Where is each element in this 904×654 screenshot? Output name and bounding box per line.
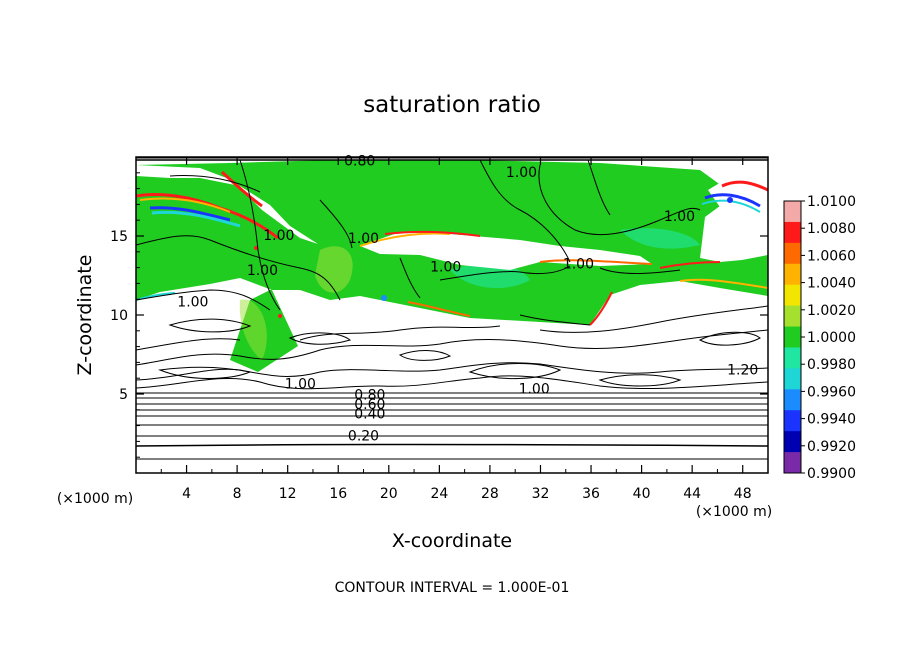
- contour-label: 1.20: [727, 362, 758, 378]
- contour-label: 1.00: [263, 228, 294, 244]
- green-region: [136, 160, 768, 372]
- contour-label: 1.00: [563, 256, 594, 272]
- colorbar: 1.0100 1.0080 1.0060 1.0040 1.0020 1.0000 0.99…: [783, 194, 856, 482]
- x-tick-label: 32: [532, 486, 550, 502]
- colorbar-label: 0.9980: [807, 357, 856, 373]
- colorbar-label: 1.0000: [807, 330, 856, 346]
- colorbar-label: 0.9960: [807, 384, 856, 400]
- x-tick-label: 40: [633, 486, 651, 502]
- contour-label: 1.00: [519, 381, 550, 397]
- contour-label: 0.80: [354, 388, 385, 404]
- colorbar-swatch: [784, 263, 801, 286]
- contour-label: 1.00: [506, 165, 537, 181]
- contour-label: 1.00: [177, 294, 208, 310]
- saturation-field: [136, 157, 768, 473]
- colorbar-swatch: [784, 201, 801, 223]
- x-axis-label: X-coordinate: [392, 530, 512, 552]
- colorbar-swatch: [784, 221, 801, 244]
- x-axis: 4 8 12 16 20 24 28 32 36 40 44 48: [160, 157, 752, 502]
- colorbar-swatch: [784, 242, 801, 265]
- x-tick-label: 48: [734, 486, 752, 502]
- colorbar-swatch: [784, 326, 801, 348]
- contour-label: 0.60: [354, 397, 385, 413]
- x-tick-label: 36: [582, 486, 600, 502]
- colorbar-swatch: [784, 284, 801, 307]
- colorbar-swatch: [784, 368, 801, 390]
- contour-interval-note: CONTOUR INTERVAL = 1.000E-01: [335, 580, 570, 596]
- colorbar-label: 1.0100: [807, 194, 856, 210]
- colorbar-swatch: [784, 347, 801, 369]
- contour-label: 1.00: [348, 231, 379, 247]
- x-tick-label: 44: [683, 486, 701, 502]
- contour-label: 1.00: [285, 377, 316, 393]
- y-tick-label: 5: [119, 387, 128, 403]
- x-tick-label: 24: [430, 486, 448, 502]
- colorbar-swatch: [784, 431, 801, 453]
- contour-label: 1.00: [430, 260, 461, 276]
- y-tick-label: 10: [110, 308, 128, 324]
- y-axis-label: Z-coordinate: [74, 255, 96, 376]
- contour-label: 0.40: [354, 407, 385, 423]
- z-unit-label: (×1000 m): [57, 491, 133, 507]
- contour-label-layer: 0.80 1.00 1.00 1.00 1.00 1.00 1.00 1.00 1.00 1.00…: [177, 154, 758, 445]
- x-tick-label: 8: [233, 486, 242, 502]
- colorbar-label: 0.9940: [807, 412, 856, 428]
- colorbar-label: 1.0020: [807, 303, 856, 319]
- x-unit-label: (×1000 m): [696, 504, 772, 520]
- x-tick-label: 12: [279, 486, 297, 502]
- x-tick-label: 20: [380, 486, 398, 502]
- y-axis: 5 10 15: [110, 172, 768, 458]
- colorbar-label: 1.0040: [807, 276, 856, 292]
- colorbar-swatch: [784, 305, 801, 328]
- colorbar-label: 0.9900: [807, 466, 856, 482]
- colorbar-label: 1.0080: [807, 221, 856, 237]
- colorbar-swatch: [784, 389, 801, 411]
- x-tick-label: 16: [329, 486, 347, 502]
- colorbar-label: 0.9920: [807, 439, 856, 455]
- colorbar-label: 1.0060: [807, 248, 856, 264]
- colorbar-swatch: [784, 410, 801, 432]
- y-tick-label: 15: [110, 229, 128, 245]
- colorbar-swatch: [784, 452, 801, 474]
- x-tick-label: 28: [481, 486, 499, 502]
- contour-label: 0.80: [344, 154, 375, 170]
- contour-label: 1.00: [247, 263, 278, 279]
- contour-label: 0.20: [348, 429, 379, 445]
- contour-label: 1.00: [664, 209, 695, 225]
- x-tick-label: 4: [182, 486, 191, 502]
- chart-title: saturation ratio: [363, 92, 541, 118]
